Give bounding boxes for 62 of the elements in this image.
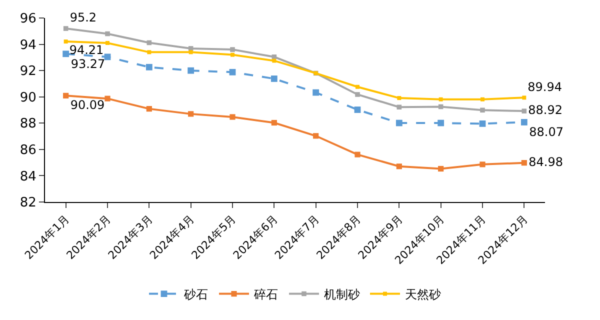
point (356, 84, 360, 89)
point (230, 47, 235, 52)
point (396, 120, 402, 126)
point (64, 40, 68, 44)
data-label: 84.98 (528, 154, 564, 169)
data-label: 95.2 (70, 10, 97, 25)
legend-label: 机制砂 (324, 287, 360, 302)
point (354, 106, 361, 113)
point (396, 164, 402, 170)
point (62, 50, 70, 58)
point (397, 96, 402, 100)
legend-label: 碎石 (253, 287, 278, 302)
data-label: 88.92 (528, 103, 563, 118)
y-tick-label: 82 (20, 196, 36, 211)
point (522, 108, 527, 114)
point (63, 92, 69, 98)
point (188, 50, 193, 54)
point (230, 114, 236, 120)
point (104, 96, 110, 102)
y-tick-label: 88 (20, 116, 36, 132)
point (438, 120, 444, 126)
legend-label: 天然砂 (405, 287, 441, 302)
y-tick-label: 86 (20, 142, 36, 158)
point (271, 120, 277, 126)
data-label: 94.21 (69, 43, 104, 58)
y-tick-label: 92 (20, 64, 36, 80)
data-label: 93.27 (70, 56, 106, 71)
y-tick-label: 94 (20, 38, 36, 53)
point (354, 152, 360, 158)
data-label: 90.09 (70, 98, 105, 112)
point (104, 54, 111, 60)
point (438, 97, 443, 102)
point (106, 40, 110, 45)
point (229, 68, 236, 76)
point (230, 52, 234, 57)
point (146, 106, 152, 112)
point (272, 58, 276, 63)
y-tick-label: 96 (20, 12, 36, 27)
point (313, 133, 319, 139)
point (479, 120, 486, 127)
point (188, 111, 194, 117)
legend-label: 砂石 (183, 287, 208, 302)
point (480, 97, 484, 102)
point (188, 67, 194, 74)
point (520, 119, 528, 126)
data-label: 89.94 (528, 80, 562, 94)
point (147, 50, 152, 54)
point (355, 92, 360, 97)
point (521, 160, 527, 166)
point (480, 108, 485, 113)
point (396, 104, 402, 110)
point (438, 166, 444, 172)
point (146, 64, 152, 70)
point (522, 96, 526, 100)
y-tick-label: 84 (20, 169, 36, 184)
point (63, 26, 68, 31)
data-label: 88.07 (529, 125, 564, 140)
point (105, 31, 110, 36)
point (270, 76, 278, 82)
point (480, 162, 486, 168)
y-tick-label: 90 (20, 90, 36, 106)
point (312, 89, 320, 96)
